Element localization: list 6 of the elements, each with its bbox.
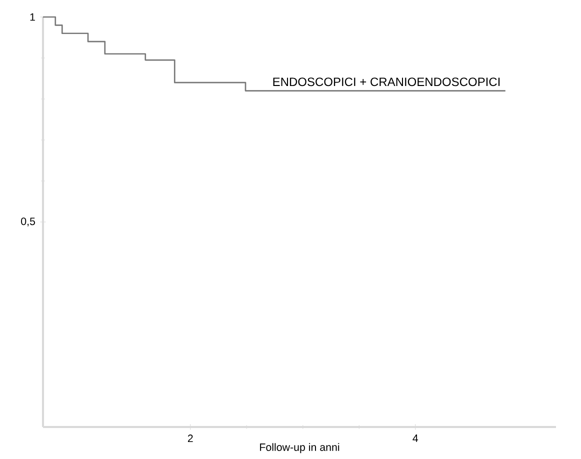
x-tick-label: 4 xyxy=(412,434,418,442)
y-tick-label: 1 xyxy=(30,13,35,21)
series-label: ENDOSCOPICI + CRANIOENDOSCOPICI xyxy=(273,78,500,86)
x-tick-label: 2 xyxy=(188,434,193,442)
y-tick-label: 0,5 xyxy=(21,218,35,226)
x-axis-title: Follow-up in anni xyxy=(260,443,340,454)
